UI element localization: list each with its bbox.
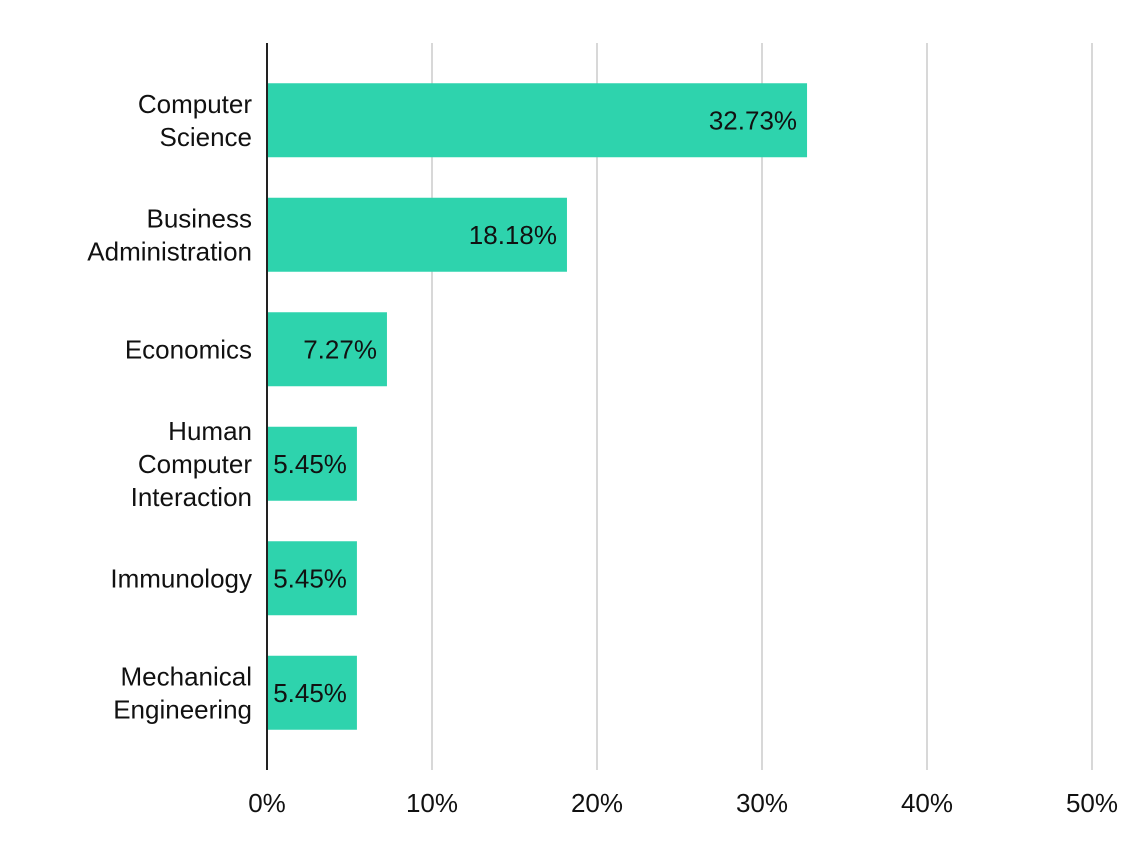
category-label-line: Administration [87,236,252,266]
category-label: Mechanical Engineering [113,661,252,724]
bar [267,541,357,616]
category-label-line: Computer [138,89,252,119]
data-label: 18.18% [469,220,557,250]
category-label: Human Computer Interaction [131,416,253,512]
category-label: Immunology [110,563,252,593]
bar [267,426,357,501]
category-label-line: Human [168,416,252,446]
category-label: Economics [125,334,252,364]
category-label-line: Science [160,122,253,152]
bars [267,83,808,730]
category-label-line: Economics [125,334,252,364]
category-label-line: Engineering [113,694,252,724]
data-label: 7.27% [303,334,377,364]
category-label-line: Interaction [131,482,252,512]
bar [267,312,387,387]
category-label-line: Business [147,203,253,233]
category-label-line: Computer [138,449,252,479]
x-tick-label: 40% [901,788,953,818]
labels: 0% 10% 20% 30% 40% 50%32.73%Computer Science18… [87,89,1118,818]
category-label-line: Immunology [110,563,252,593]
data-label: 5.45% [273,449,347,479]
category-label: Computer Science [138,89,252,152]
category-label: Business Administration [87,203,252,266]
category-label-line: Mechanical [120,661,252,691]
gridlines [431,43,1093,770]
bar [267,197,567,272]
x-tick-label: 30% [736,788,788,818]
data-label: 32.73% [709,105,797,135]
bar [267,83,808,158]
x-tick-label: 20% [571,788,623,818]
x-tick-label: 50% [1066,788,1118,818]
x-tick-label: 10% [406,788,458,818]
x-tick-label: 0% [248,788,286,818]
bar [267,655,357,730]
data-label: 5.45% [273,563,347,593]
data-label: 5.45% [273,678,347,708]
